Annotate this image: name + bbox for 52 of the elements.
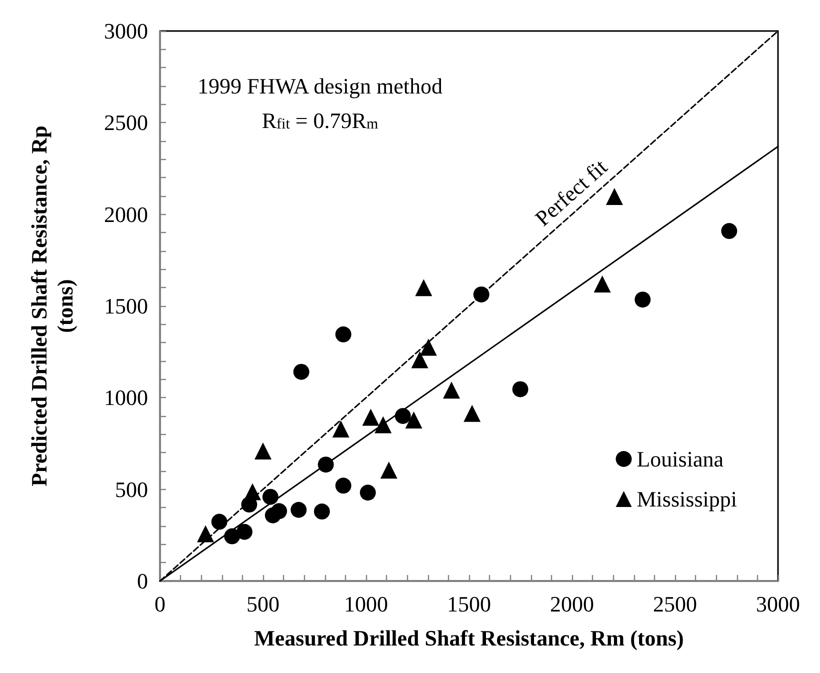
point xyxy=(473,286,490,302)
annotation: Rfit = 0.79Rm xyxy=(262,108,378,133)
y-tick-label: 2500 xyxy=(104,110,148,136)
point xyxy=(415,279,432,296)
y-tick-label: 3000 xyxy=(104,18,148,44)
point xyxy=(271,503,288,520)
point xyxy=(332,420,350,438)
x-tick-label: 500 xyxy=(246,592,280,616)
point xyxy=(360,484,376,501)
legend-label: Mississippi xyxy=(636,486,738,512)
point xyxy=(335,478,352,494)
point xyxy=(380,462,398,479)
point xyxy=(211,514,228,530)
point xyxy=(254,442,272,460)
point xyxy=(405,412,422,429)
point xyxy=(262,488,278,505)
y-tick-label: 2000 xyxy=(104,202,148,227)
point xyxy=(293,364,310,380)
point xyxy=(442,382,460,399)
point xyxy=(634,292,651,308)
x-tick-label: 0 xyxy=(154,592,166,616)
point xyxy=(224,528,240,544)
y-tick-label: 1500 xyxy=(104,294,148,318)
x-tick-label: 1500 xyxy=(447,592,491,616)
x-tick-label: 3000 xyxy=(756,592,800,616)
point xyxy=(394,408,411,424)
y-tick-label: 0 xyxy=(137,568,148,594)
point xyxy=(420,338,437,356)
point xyxy=(721,223,738,240)
point xyxy=(362,408,380,426)
x-axis-title: Measured Drilled Shaft Resistance, Rm (tons) xyxy=(254,626,684,650)
point xyxy=(236,524,252,540)
point xyxy=(374,416,392,434)
point xyxy=(290,502,307,518)
point xyxy=(244,483,261,500)
point xyxy=(464,404,481,422)
point xyxy=(606,188,623,206)
y-tick-label: 1000 xyxy=(104,385,148,410)
annotation: 1999 FHWA design method xyxy=(197,74,443,98)
point xyxy=(197,525,214,542)
point xyxy=(512,381,528,398)
point xyxy=(335,326,352,342)
legend-label: Louisiana xyxy=(636,446,724,472)
y-axis-title: Predicted Drilled Shaft Resistance, Rp (tons) xyxy=(26,126,78,486)
point xyxy=(314,504,330,520)
y-tick-label: 500 xyxy=(115,476,148,502)
x-tick-label: 2500 xyxy=(653,592,697,616)
point xyxy=(594,276,611,292)
point xyxy=(318,456,334,473)
point xyxy=(411,351,428,368)
x-tick-label: 1000 xyxy=(344,592,388,616)
x-tick-label: 2000 xyxy=(550,592,594,616)
